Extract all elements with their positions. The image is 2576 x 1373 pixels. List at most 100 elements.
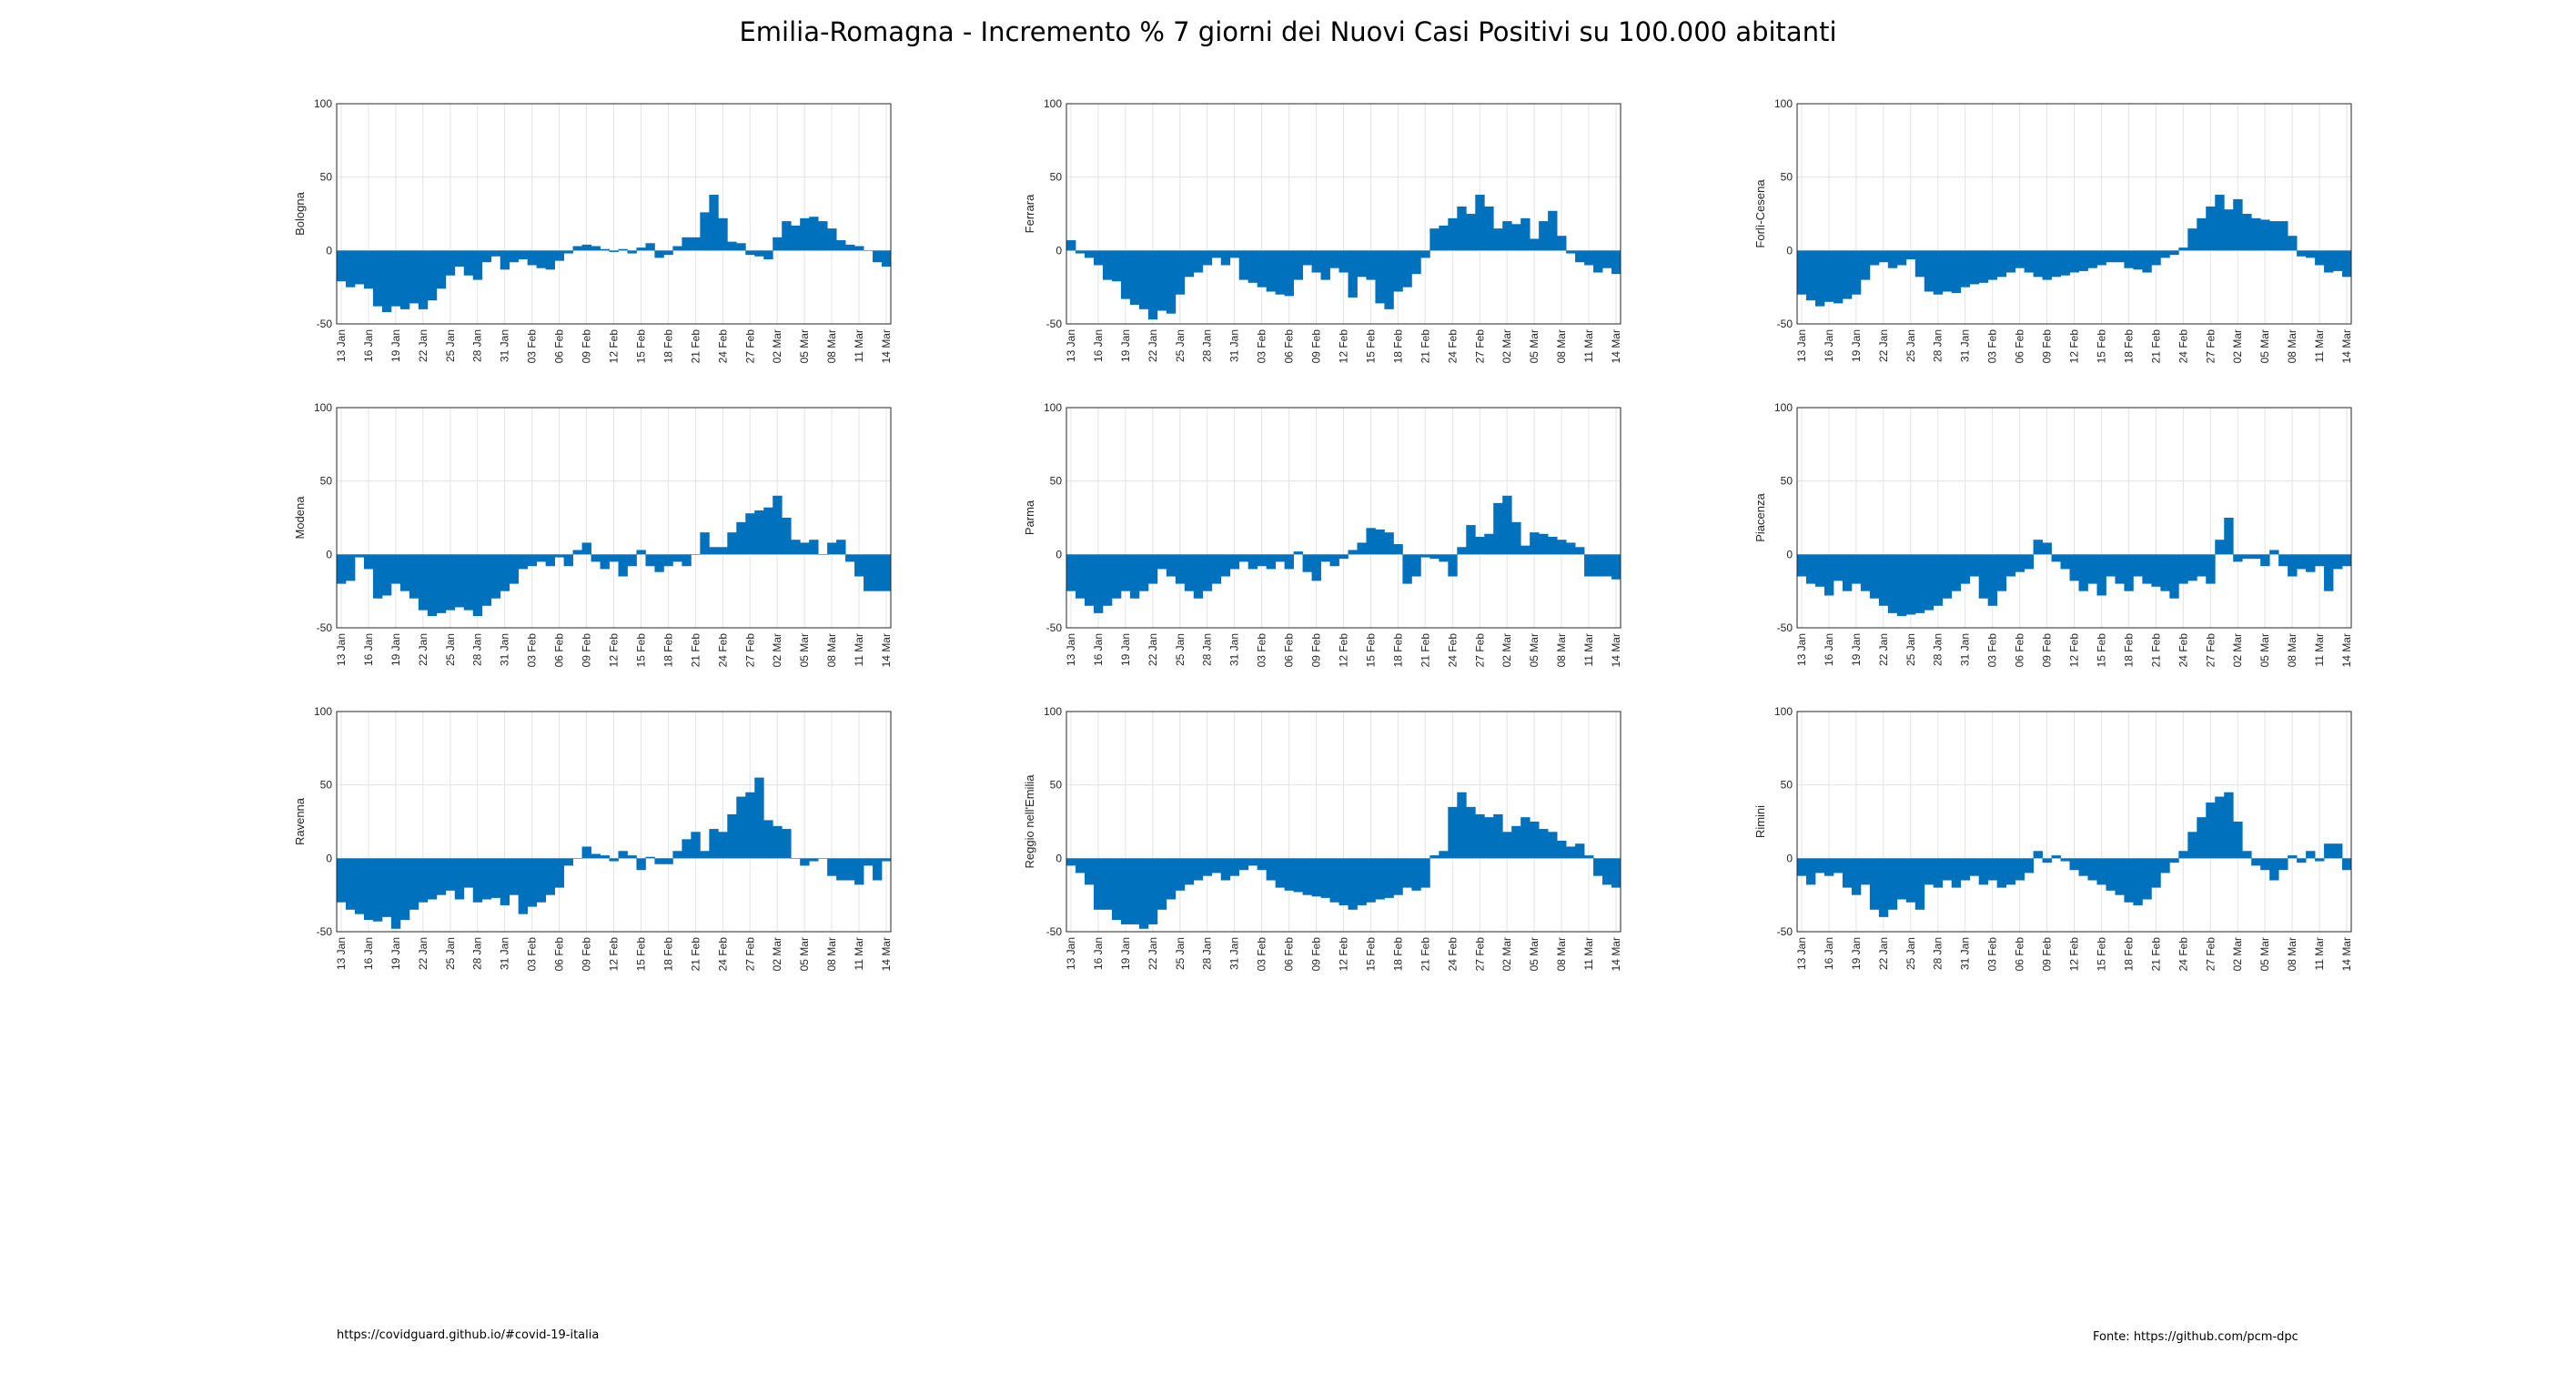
x-tick-label: 18 Feb	[1391, 937, 1404, 972]
bar	[1284, 554, 1294, 570]
bar	[381, 858, 392, 917]
bar	[2288, 855, 2298, 859]
bar	[2233, 554, 2243, 562]
bar	[2087, 554, 2097, 584]
bar	[1157, 554, 1167, 570]
x-tick-label: 11 Mar	[1582, 937, 1595, 970]
x-tick-label: 27 Feb	[2204, 633, 2217, 668]
x-tick-label: 05 Mar	[798, 329, 811, 363]
bar	[645, 554, 655, 567]
bar	[1584, 855, 1594, 859]
x-tick-label: 08 Mar	[1555, 329, 1568, 363]
x-tick-label: 28 Jan	[1201, 937, 1214, 970]
bar	[809, 540, 819, 555]
footer-source-link[interactable]: https://covidguard.github.io/#covid-19-i…	[337, 1328, 600, 1342]
bar	[418, 250, 429, 309]
bar	[1896, 858, 1907, 900]
x-tick-label: 12 Feb	[2068, 329, 2081, 364]
bar	[1229, 554, 1240, 570]
x-tick-label: 14 Mar	[1610, 633, 1622, 667]
x-tick-label: 21 Feb	[689, 633, 702, 668]
bar	[1102, 858, 1113, 910]
bar	[591, 554, 601, 562]
bar	[1951, 858, 1962, 888]
x-tick-label: 27 Feb	[1473, 329, 1486, 364]
bar	[1093, 250, 1104, 266]
y-tick-label: 50	[1050, 475, 1063, 488]
x-tick-label: 13 Jan	[1795, 937, 1808, 970]
bar	[381, 554, 392, 596]
bar	[1275, 250, 1286, 295]
bar	[1860, 858, 1871, 885]
bar	[1942, 250, 1953, 292]
bar	[618, 554, 628, 577]
y-tick-label: 0	[1056, 852, 1062, 864]
y-axis-label: Piacenza	[1753, 492, 1767, 541]
bar	[1602, 250, 1612, 268]
subplot-0: -50 0 50 100 13 Jan 16 Jan 19 Jan 22 Jan 25 Jan 2…	[293, 97, 893, 363]
bar	[1066, 554, 1076, 591]
bar	[1111, 554, 1122, 599]
bar	[1814, 858, 1825, 873]
bar	[1987, 250, 1998, 280]
bar	[1220, 858, 1231, 881]
bar	[372, 554, 383, 599]
x-tick-label: 25 Jan	[1904, 329, 1917, 362]
bar	[1960, 250, 1971, 288]
bar	[1484, 817, 1494, 859]
subplot-8: -50 0 50 100 13 Jan 16 Jan 19 Jan 22 Jan 25 Jan 2…	[1753, 705, 2353, 971]
bar	[1475, 536, 1485, 555]
bar	[800, 217, 810, 251]
x-tick-label: 02 Mar	[1500, 329, 1513, 363]
bar	[2288, 236, 2298, 251]
x-tick-label: 16 Jan	[362, 633, 375, 666]
x-tick-label: 11 Mar	[853, 329, 865, 362]
bar	[509, 554, 520, 584]
x-tick-label: 14 Mar	[1610, 937, 1622, 971]
bar	[1530, 238, 1540, 251]
y-tick-label: 50	[1781, 779, 1793, 792]
x-tick-label: 28 Jan	[1932, 633, 1945, 666]
x-tick-label: 24 Feb	[1446, 937, 1459, 972]
x-tick-label: 31 Jan	[1228, 633, 1241, 666]
y-axis-label: Ferrara	[1023, 194, 1036, 233]
bar	[1996, 858, 2007, 888]
x-tick-label: 12 Feb	[1338, 937, 1350, 972]
bar	[1220, 554, 1231, 577]
bar	[2133, 250, 2143, 270]
bar	[782, 518, 792, 555]
bar	[2060, 250, 2070, 276]
bar	[1584, 554, 1594, 577]
bar	[2260, 858, 2270, 871]
bar	[1842, 250, 1853, 299]
x-tick-label: 31 Jan	[499, 937, 511, 970]
bar	[1814, 250, 1825, 307]
x-tick-label: 05 Mar	[798, 937, 811, 971]
plot-frame	[336, 407, 892, 629]
plot-frame	[336, 711, 892, 933]
x-tick-label: 13 Jan	[1795, 633, 1808, 666]
bar	[2306, 250, 2316, 258]
bar	[727, 532, 737, 555]
bar	[609, 554, 619, 562]
bar	[1420, 858, 1430, 888]
bar	[2333, 843, 2343, 859]
bar	[1348, 550, 1358, 555]
x-tick-label: 25 Jan	[1174, 633, 1187, 666]
bar	[472, 858, 483, 903]
x-tick-label: 19 Jan	[1850, 329, 1863, 362]
x-tick-label: 21 Feb	[2149, 633, 2162, 668]
bar	[1202, 250, 1213, 266]
x-tick-label: 16 Jan	[1823, 937, 1835, 970]
bar	[1075, 554, 1086, 599]
bar	[1557, 840, 1567, 859]
x-tick-label: 15 Feb	[1364, 329, 1377, 364]
bar	[2051, 554, 2061, 562]
bar	[1814, 554, 1825, 587]
x-tick-label: 22 Jan	[1147, 633, 1159, 666]
x-tick-label: 12 Feb	[2068, 937, 2081, 972]
bar	[1439, 225, 1449, 251]
bar	[500, 858, 510, 905]
x-tick-label: 06 Feb	[2014, 937, 2026, 972]
subplot-6: -50 0 50 100 13 Jan 16 Jan 19 Jan 22 Jan 25 Jan 2…	[293, 705, 893, 971]
